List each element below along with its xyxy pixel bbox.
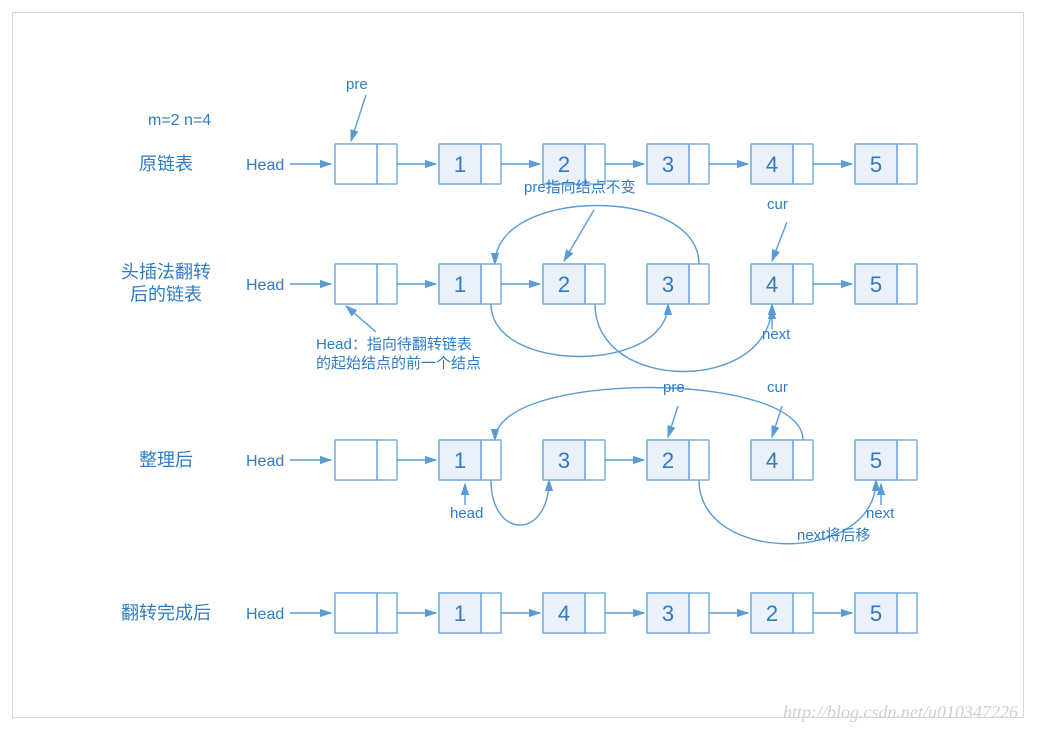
svg-text:1: 1 (454, 152, 466, 177)
svg-text:Head: Head (246, 157, 284, 174)
svg-text:5: 5 (870, 152, 882, 177)
svg-text:4: 4 (766, 272, 778, 297)
svg-text:Head：指向待翻转链表的起始结点的前一个结点: Head：指向待翻转链表的起始结点的前一个结点 (316, 336, 481, 372)
watermark: http://blog.csdn.net/u010347226 (783, 702, 1018, 723)
svg-text:翻转完成后: 翻转完成后 (121, 603, 211, 623)
svg-text:Head: Head (246, 453, 284, 470)
svg-text:head: head (450, 505, 483, 522)
svg-text:5: 5 (870, 448, 882, 473)
svg-text:2: 2 (558, 272, 570, 297)
svg-text:1: 1 (454, 448, 466, 473)
svg-text:原链表: 原链表 (139, 154, 193, 174)
svg-text:头插法翻转后的链表: 头插法翻转后的链表 (121, 262, 211, 305)
svg-text:3: 3 (662, 272, 674, 297)
svg-text:pre指向结点不变: pre指向结点不变 (524, 179, 636, 196)
svg-text:next将后移: next将后移 (797, 527, 870, 544)
svg-text:5: 5 (870, 272, 882, 297)
svg-text:4: 4 (766, 448, 778, 473)
svg-text:cur: cur (767, 196, 788, 213)
svg-text:pre: pre (346, 76, 368, 93)
diagram-container: m=2 n=4 原链表 Head 1 2 3 4 5 pre 头插法翻转后的链表 Head 1 2 3 4 5… (0, 0, 1038, 733)
diagram-svg: m=2 n=4 原链表 Head 1 2 3 4 5 pre 头插法翻转后的链表 Head 1 2 3 4 5… (0, 0, 1038, 733)
svg-text:3: 3 (662, 152, 674, 177)
svg-text:整理后: 整理后 (139, 450, 193, 470)
svg-text:Head: Head (246, 606, 284, 623)
svg-text:5: 5 (870, 601, 882, 626)
svg-text:2: 2 (662, 448, 674, 473)
svg-text:2: 2 (558, 152, 570, 177)
svg-text:3: 3 (662, 601, 674, 626)
svg-text:4: 4 (558, 601, 570, 626)
svg-text:4: 4 (766, 152, 778, 177)
svg-text:1: 1 (454, 272, 466, 297)
svg-text:pre: pre (663, 379, 685, 396)
svg-text:3: 3 (558, 448, 570, 473)
svg-text:Head: Head (246, 277, 284, 294)
svg-text:2: 2 (766, 601, 778, 626)
svg-text:next: next (866, 505, 895, 522)
svg-text:next: next (762, 326, 791, 343)
svg-text:1: 1 (454, 601, 466, 626)
svg-text:cur: cur (767, 379, 788, 396)
svg-text:m=2 n=4: m=2 n=4 (148, 112, 211, 129)
